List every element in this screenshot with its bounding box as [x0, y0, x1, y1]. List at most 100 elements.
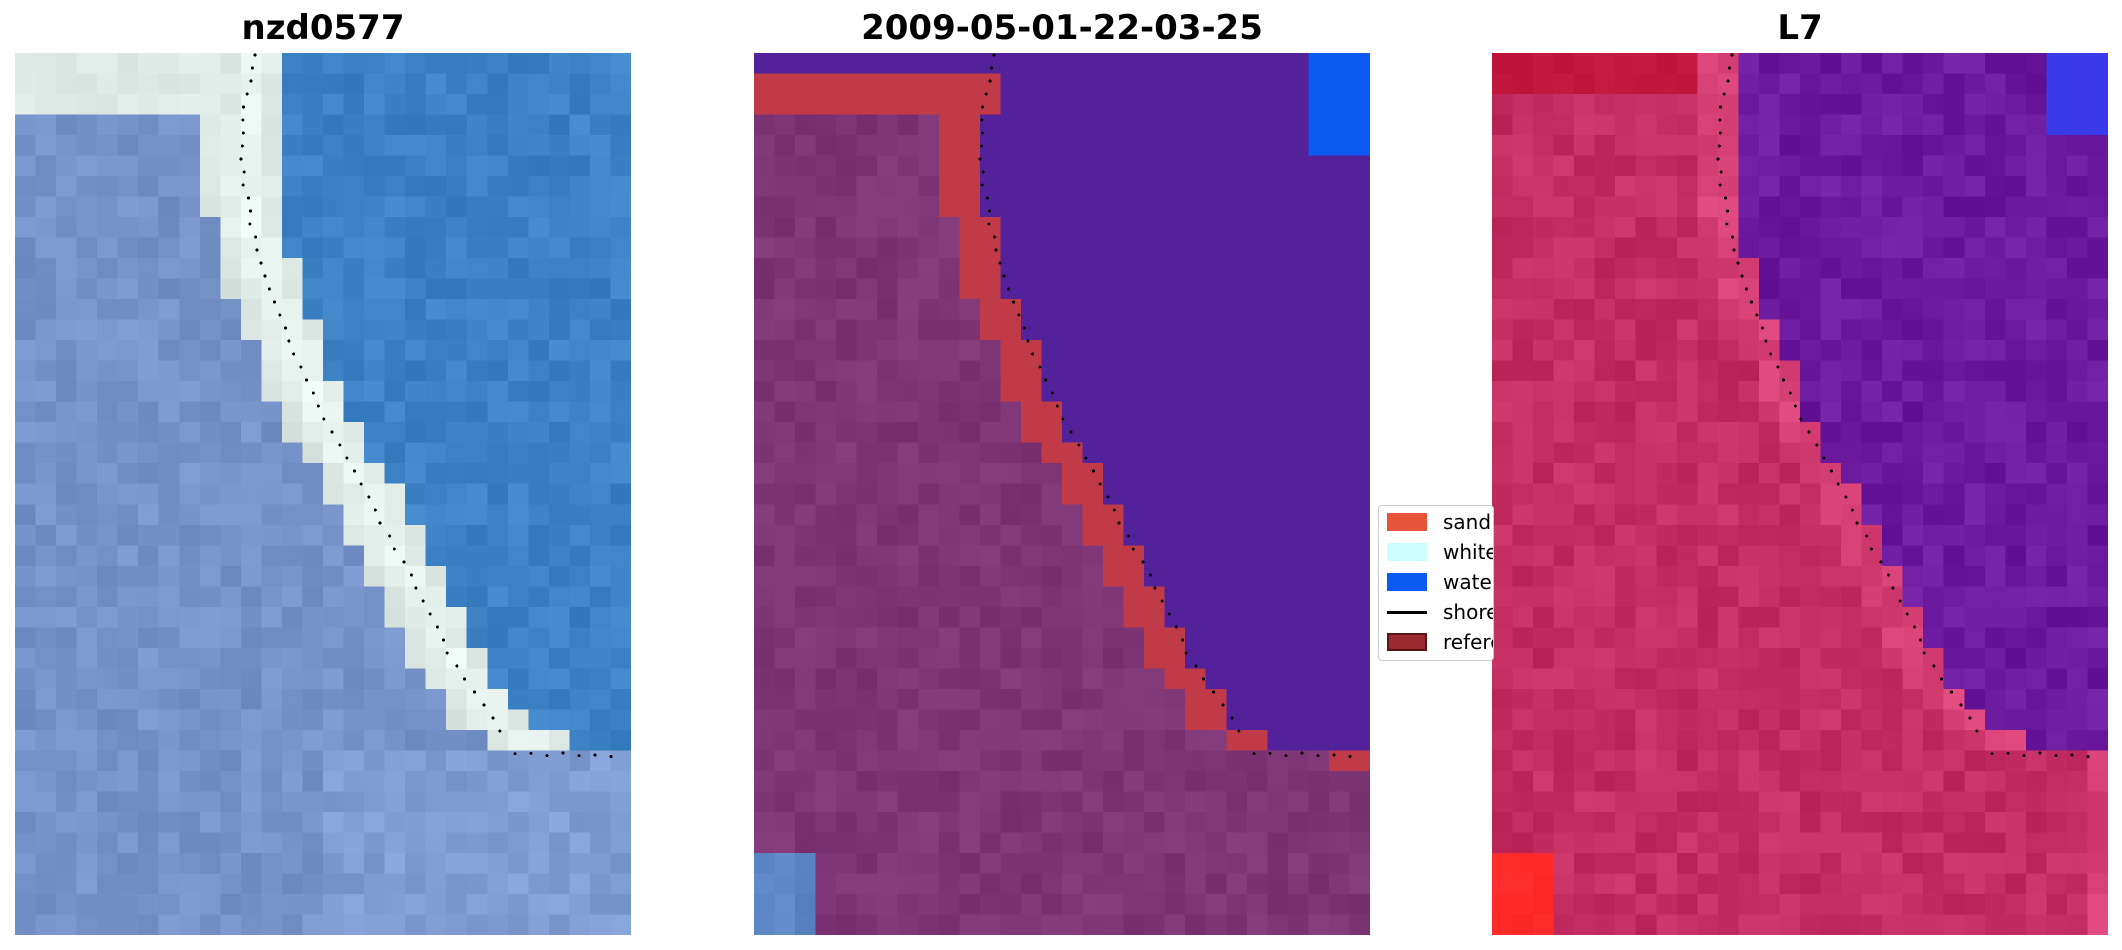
shoreline-point: [498, 729, 502, 733]
shoreline-point: [353, 469, 356, 473]
shoreline-point: [561, 751, 565, 755]
shoreline-point: [1127, 534, 1131, 538]
legend: sand white-water water shoreline referen…: [1378, 505, 1494, 661]
shoreline-point: [1050, 391, 1054, 395]
shoreline-point: [984, 92, 988, 96]
shoreline-point: [1755, 313, 1759, 317]
shoreline-point: [249, 79, 253, 83]
shoreline-point: [248, 222, 252, 226]
shoreline-point: [1799, 417, 1803, 421]
shoreline-point: [1769, 352, 1773, 356]
shoreline-point: [278, 313, 282, 317]
shoreline-point: [994, 248, 998, 252]
shoreline-point: [1167, 612, 1171, 616]
shoreline-point: [1002, 274, 1006, 278]
shoreline-point: [242, 170, 246, 174]
legend-label: sand: [1443, 510, 1492, 534]
shoreline-point: [1160, 599, 1164, 603]
legend-swatch: [1387, 573, 1427, 591]
shoreline-point: [1940, 677, 1943, 681]
shoreline-point: [1174, 625, 1178, 629]
shoreline-point: [1084, 456, 1088, 460]
shoreline-point: [513, 752, 517, 756]
shoreline-point: [1725, 222, 1729, 226]
shoreline-point: [988, 79, 992, 83]
shoreline-point: [1950, 690, 1954, 694]
shoreline-point: [392, 547, 396, 551]
shoreline-point: [1865, 534, 1869, 538]
shoreline-point: [299, 365, 303, 369]
legend-line: [1387, 610, 1427, 614]
shoreline-point: [263, 274, 267, 278]
shoreline-point: [1732, 248, 1736, 252]
legend-swatch: [1387, 513, 1427, 531]
legend-label: shoreline: [1443, 600, 1493, 624]
shoreline-point: [986, 196, 990, 200]
raster: [1492, 53, 2108, 935]
panel-title: 2009-05-01-22-03-25: [861, 8, 1263, 48]
shoreline-point: [1044, 378, 1047, 382]
shoreline-point: [1718, 118, 1722, 122]
shoreline-point: [1181, 638, 1185, 642]
shoreline-point: [345, 456, 349, 460]
shoreline-point: [1230, 716, 1234, 720]
shoreline-point: [245, 92, 249, 96]
shoreline-point: [1744, 287, 1748, 291]
shoreline-point: [1300, 751, 1304, 755]
shoreline-point: [378, 521, 382, 525]
shoreline-point: [249, 209, 252, 213]
shoreline-point: [2022, 754, 2026, 758]
panel-title: nzd0577: [241, 8, 405, 48]
shoreline-point: [1788, 391, 1792, 395]
legend-swatch: [1387, 543, 1427, 561]
shoreline-point: [445, 651, 449, 655]
legend-item-white-water: white-water: [1387, 540, 1494, 564]
shoreline-point: [1990, 752, 1994, 756]
shoreline-point: [980, 118, 984, 122]
legend-label: white-water: [1443, 540, 1494, 564]
shoreline-point: [292, 352, 296, 356]
shoreline-point: [1912, 625, 1916, 629]
shoreline-point: [1106, 495, 1110, 499]
shoreline-point: [284, 326, 288, 330]
shoreline-point: [428, 612, 432, 616]
mndwi-image: [1492, 53, 2108, 935]
shoreline-point: [1764, 339, 1768, 343]
raster: [754, 53, 1370, 935]
shoreline-point: [367, 495, 371, 499]
shoreline-point: [402, 560, 406, 564]
shoreline-point: [1740, 274, 1744, 278]
shoreline-point: [1891, 586, 1895, 590]
shoreline-point: [1284, 754, 1288, 758]
shoreline-point: [247, 196, 251, 200]
shoreline-point: [998, 261, 1002, 265]
shoreline-point: [987, 222, 991, 226]
shoreline-point: [1092, 469, 1095, 473]
shoreline-point: [988, 209, 991, 213]
shoreline-point: [255, 248, 259, 252]
shoreline-point: [463, 677, 466, 681]
shoreline-point: [2054, 754, 2058, 758]
shoreline-point: [241, 118, 245, 122]
shoreline-point: [1718, 131, 1722, 135]
raster: [15, 53, 631, 935]
shoreline-point: [1098, 482, 1102, 486]
shoreline-point: [978, 157, 982, 161]
shoreline-point: [409, 573, 413, 577]
classified-image: [754, 53, 1370, 935]
shoreline-point: [1968, 716, 1972, 720]
shoreline-point: [1736, 261, 1740, 265]
shoreline-point: [609, 755, 613, 759]
shoreline-point: [1077, 443, 1081, 447]
shoreline-point: [1726, 209, 1729, 213]
shoreline-point: [992, 53, 996, 57]
shoreline-point: [1718, 183, 1722, 187]
shoreline-point: [981, 105, 984, 109]
shoreline-point: [1006, 287, 1010, 291]
shoreline-point: [1023, 326, 1027, 330]
shoreline-point: [989, 66, 993, 70]
shoreline-point: [1886, 573, 1890, 577]
shoreline-point: [1919, 638, 1923, 642]
shoreline-point: [1332, 753, 1336, 757]
shoreline-point: [1730, 53, 1734, 57]
